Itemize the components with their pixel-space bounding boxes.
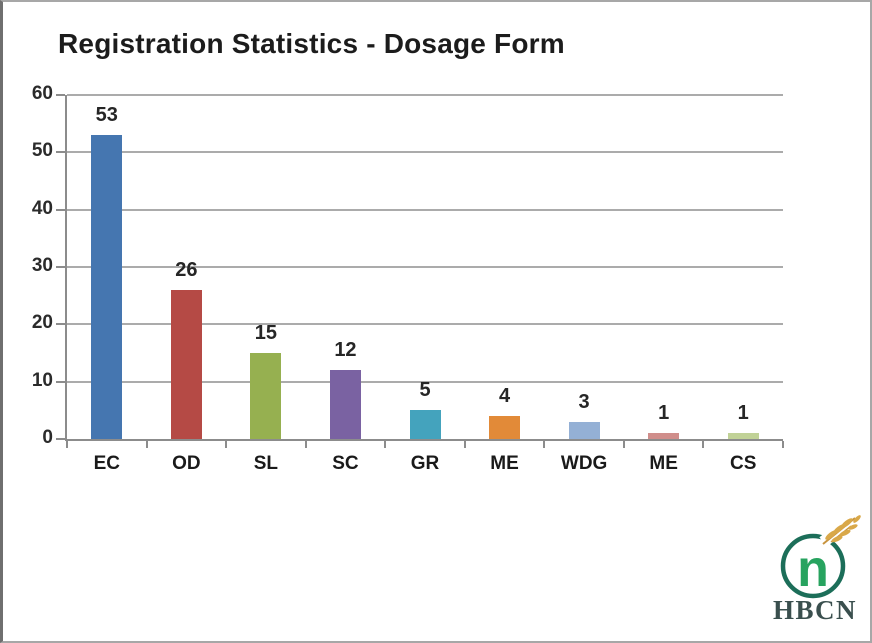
x-axis-label: SC [332,453,359,474]
y-axis-tick [56,380,65,383]
x-axis-label: ME [490,453,519,474]
chart-title: Registration Statistics - Dosage Form [58,28,565,59]
hbcn-logo: n HBCN [773,514,861,625]
x-axis-label: ME [649,453,678,474]
x-axis-tick [782,441,784,448]
x-axis-label: WDG [560,453,608,474]
logo-circle [780,533,846,599]
bar [489,416,521,439]
x-axis-tick [304,441,307,448]
bar [91,135,123,439]
y-axis-tick [56,208,65,211]
y-axis-label: 40 [31,197,53,219]
y-axis-label: 0 [42,427,53,448]
bar [648,433,680,439]
y-axis-label: 30 [31,255,53,276]
x-axis-tick [463,441,466,448]
y-axis-tick [56,323,65,326]
y-axis-label: 10 [31,369,53,391]
bar-value-label: 12 [334,339,357,362]
bar [727,433,759,439]
y-axis-tick [56,94,65,96]
x-axis-label: GR [410,453,440,474]
y-axis-tick [56,266,65,268]
x-axis-tick [384,441,387,448]
y-axis-label: 60 [31,83,53,104]
bar-value-label: 3 [578,390,590,413]
bar [250,353,282,439]
logo-letter: n [797,540,829,598]
y-axis-tick [56,438,65,440]
x-axis-label: EC [93,453,120,474]
gridline [67,380,783,383]
x-axis-tick [145,441,148,448]
x-axis-tick [702,441,705,448]
gridline [67,94,783,96]
x-axis-tick [543,441,546,448]
x-axis-tick [66,441,68,448]
bar-value-label: 4 [498,385,511,408]
wheat-icon [822,515,861,545]
bar-value-label: 1 [737,402,749,425]
bar-value-label: 15 [254,322,277,344]
bar-value-label: 1 [658,402,670,425]
gridline [67,151,783,154]
plot-area: 0 10 20 30 40 50 60 53 EC 26 OD 15 SL 12 SC 5 GR 4 ME 3 WDG 1… [32,83,784,474]
bar [568,421,600,439]
gridline [67,266,783,268]
y-axis-label: 20 [31,312,53,334]
x-axis-tick [622,441,625,448]
x-axis-label: SL [253,453,279,474]
bar [170,289,202,439]
y-axis-tick [56,151,65,154]
y-axis-label: 50 [31,140,53,162]
bar [409,410,441,439]
gridline [67,323,783,326]
gridline [67,208,783,211]
bar-value-label: 53 [95,104,118,127]
bar [329,370,361,439]
bar-value-label: 26 [175,258,198,281]
x-axis-tick [225,441,228,448]
logo-text: HBCN [773,595,857,625]
x-axis-label: CS [730,453,757,474]
x-axis-label: OD [172,453,201,474]
bar-value-label: 5 [419,379,431,402]
